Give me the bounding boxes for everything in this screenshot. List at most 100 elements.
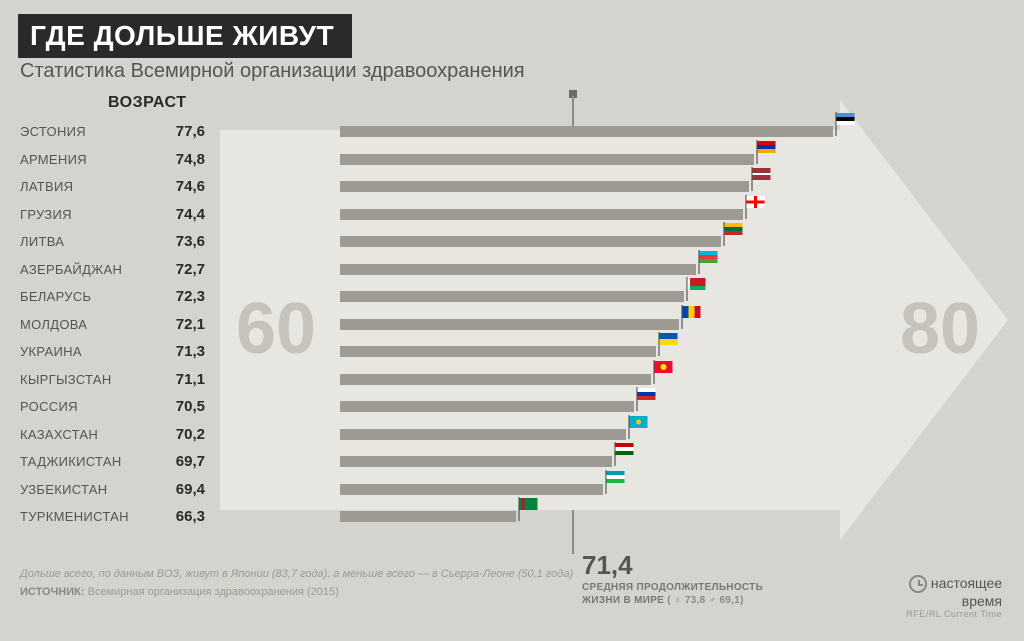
logo-text: настоящее время — [906, 575, 1002, 609]
table-row: КАЗАХСТАН 70,2 — [20, 421, 205, 449]
country-value: 69,4 — [176, 481, 205, 498]
country-value: 74,6 — [176, 178, 205, 195]
logo-credit: RFE/RL Current Time — [906, 609, 1002, 619]
page-subtitle: Статистика Всемирной организации здравоо… — [20, 60, 525, 83]
country-value: 74,8 — [176, 151, 205, 168]
country-value: 71,3 — [176, 343, 205, 360]
country-name: ЛАТВИЯ — [20, 179, 73, 194]
chart-area: 60 80 — [220, 100, 1010, 540]
country-name: ЛИТВА — [20, 234, 64, 249]
flag-icon — [636, 387, 656, 411]
bar-container — [340, 118, 900, 531]
logo-line2: время — [962, 593, 1002, 609]
bar-row — [340, 338, 900, 366]
publisher-logo: настоящее время RFE/RL Current Time — [906, 575, 1002, 619]
table-row: ГРУЗИЯ 74,4 — [20, 201, 205, 229]
flag-icon — [723, 222, 743, 246]
flag-icon — [653, 360, 673, 384]
avg-detail: ( ♀ 73,8 ♂ 69,1) — [667, 595, 744, 606]
country-name: КЫРГЫЗСТАН — [20, 372, 112, 387]
bar — [340, 236, 721, 247]
table-row: КЫРГЫЗСТАН71,1 — [20, 366, 205, 394]
world-average-value: 71,4 — [582, 550, 842, 581]
avg-label-line2: ЖИЗНИ В МИРЕ — [582, 595, 664, 606]
flag-icon — [751, 167, 771, 191]
table-row: УЗБЕКИСТАН 69,4 — [20, 476, 205, 504]
bar-row — [340, 201, 900, 229]
bar — [340, 126, 833, 137]
bar — [340, 429, 626, 440]
country-name: ТУРКМЕНИСТАН — [20, 509, 129, 524]
country-data-table: ЭСТОНИЯ 77,6 АРМЕНИЯ 74,8 ЛАТВИЯ 74,6 ГРУЗИЯ 74… — [20, 118, 205, 531]
flag-icon — [835, 112, 855, 136]
bar — [340, 401, 634, 412]
flag-icon — [605, 470, 625, 494]
footnote-source: ИСТОЧНИК: Всемирная организация здравоох… — [20, 586, 339, 598]
country-name: УКРАИНА — [20, 344, 82, 359]
country-name: ЭСТОНИЯ — [20, 124, 86, 139]
flag-icon — [658, 332, 678, 356]
bar-row — [340, 146, 900, 174]
logo-line1: настоящее — [931, 575, 1002, 591]
table-row: ТАДЖИКИСТАН 69,7 — [20, 448, 205, 476]
country-value: 70,2 — [176, 426, 205, 443]
flag-icon — [681, 305, 701, 329]
country-value: 77,6 — [176, 123, 205, 140]
bar-row — [340, 256, 900, 284]
bar-row — [340, 366, 900, 394]
country-name: ГРУЗИЯ — [20, 207, 72, 222]
table-row: ЛАТВИЯ 74,6 — [20, 173, 205, 201]
table-row: АЗЕРБАЙДЖАН 72,7 — [20, 256, 205, 284]
country-name: ТАДЖИКИСТАН — [20, 454, 122, 469]
axis-label-80: 80 — [900, 288, 980, 370]
infographic-page: ГДЕ ДОЛЬШЕ ЖИВУТ Статистика Всемирной ор… — [0, 0, 1024, 641]
bar — [340, 154, 754, 165]
bar-row — [340, 393, 900, 421]
country-value: 73,6 — [176, 233, 205, 250]
bar — [340, 264, 696, 275]
footnote-extremes: Дольше всего, по данным ВОЗ, живут в Япо… — [20, 568, 573, 580]
table-row: ТУРКМЕНИСТАН 66,3 — [20, 503, 205, 531]
table-row: ЛИТВА 73,6 — [20, 228, 205, 256]
country-value: 70,5 — [176, 398, 205, 415]
bar-row — [340, 283, 900, 311]
table-row: МОЛДОВА72,1 — [20, 311, 205, 339]
bar — [340, 346, 656, 357]
flag-icon — [628, 415, 648, 439]
table-row: АРМЕНИЯ 74,8 — [20, 146, 205, 174]
country-value: 69,7 — [176, 453, 205, 470]
clock-icon — [909, 575, 927, 593]
bar — [340, 291, 684, 302]
bar — [340, 181, 749, 192]
country-name: КАЗАХСТАН — [20, 427, 98, 442]
country-name: БЕЛАРУСЬ — [20, 289, 91, 304]
country-value: 72,3 — [176, 288, 205, 305]
country-name: АРМЕНИЯ — [20, 152, 87, 167]
country-name: АЗЕРБАЙДЖАН — [20, 262, 122, 277]
world-average-block: 71,4 СРЕДНЯЯ ПРОДОЛЖИТЕЛЬНОСТЬ ЖИЗНИ В М… — [582, 550, 842, 607]
bar — [340, 319, 679, 330]
country-value: 66,3 — [176, 508, 205, 525]
flag-icon — [698, 250, 718, 274]
source-text: Всемирная организация здравоохранения (2… — [88, 586, 339, 598]
flag-icon — [518, 497, 538, 521]
country-value: 72,7 — [176, 261, 205, 278]
age-column-header: ВОЗРАСТ — [108, 94, 186, 112]
table-row: ЭСТОНИЯ 77,6 — [20, 118, 205, 146]
bar-row — [340, 228, 900, 256]
table-row: РОССИЯ 70,5 — [20, 393, 205, 421]
flag-icon — [756, 140, 776, 164]
country-name: УЗБЕКИСТАН — [20, 482, 107, 497]
bar — [340, 484, 603, 495]
bar — [340, 511, 516, 522]
bar-row — [340, 503, 900, 531]
country-name: РОССИЯ — [20, 399, 78, 414]
avg-label-line1: СРЕДНЯЯ ПРОДОЛЖИТЕЛЬНОСТЬ — [582, 582, 763, 593]
source-label: ИСТОЧНИК: — [20, 586, 85, 598]
country-value: 74,4 — [176, 206, 205, 223]
page-title: ГДЕ ДОЛЬШЕ ЖИВУТ — [18, 14, 352, 58]
bar-row — [340, 173, 900, 201]
world-average-label: СРЕДНЯЯ ПРОДОЛЖИТЕЛЬНОСТЬ ЖИЗНИ В МИРЕ (… — [582, 581, 842, 607]
flag-icon — [614, 442, 634, 466]
bar-row — [340, 118, 900, 146]
